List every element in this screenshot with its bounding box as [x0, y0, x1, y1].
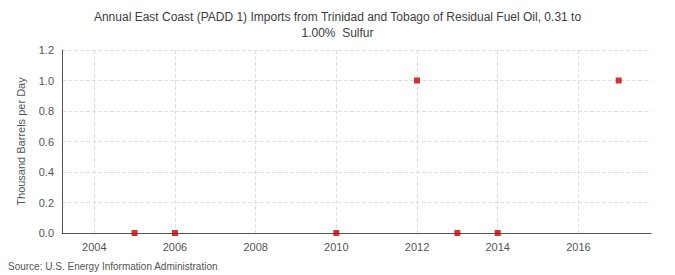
svg-text:Thousand Barrels per Day: Thousand Barrels per Day [15, 77, 27, 206]
svg-text:2006: 2006 [163, 241, 187, 253]
svg-text:2008: 2008 [243, 241, 267, 253]
svg-text:0.4: 0.4 [39, 166, 54, 178]
svg-text:0.8: 0.8 [39, 105, 54, 117]
svg-text:0.2: 0.2 [39, 197, 54, 209]
svg-text:Source: U.S. Energy Informatio: Source: U.S. Energy Information Administ… [8, 261, 218, 272]
svg-text:2010: 2010 [324, 241, 348, 253]
svg-text:Annual East Coast (PADD 1) Imp: Annual East Coast (PADD 1) Imports from … [94, 10, 581, 24]
svg-text:2004: 2004 [82, 241, 106, 253]
svg-text:2012: 2012 [405, 241, 429, 253]
svg-text:1.2: 1.2 [39, 44, 54, 56]
svg-text:2014: 2014 [485, 241, 509, 253]
svg-text:1.00% Sulfur: 1.00% Sulfur [301, 26, 373, 40]
svg-text:0.6: 0.6 [39, 136, 54, 148]
svg-text:1.0: 1.0 [39, 75, 54, 87]
svg-text:0.0: 0.0 [39, 227, 54, 239]
svg-text:2016: 2016 [566, 241, 590, 253]
